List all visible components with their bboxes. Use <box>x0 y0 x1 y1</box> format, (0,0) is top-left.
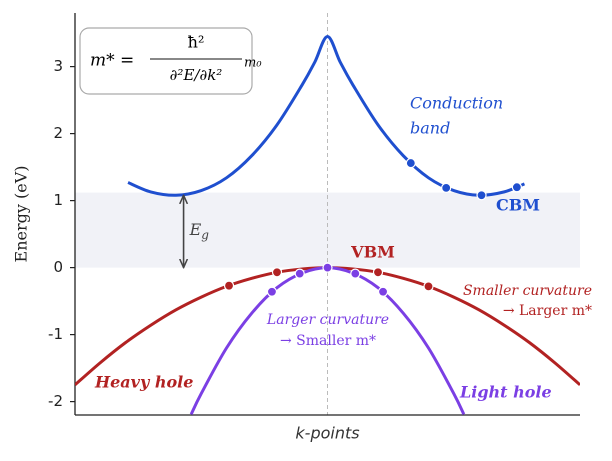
y-tick-label: 1 <box>53 191 63 209</box>
heavy-note: Smaller curvature <box>463 283 592 299</box>
vbm-label: VBM <box>350 243 395 262</box>
y-tick-label: -1 <box>48 325 63 343</box>
light-hole-label: Light hole <box>459 383 552 402</box>
conduction-label: Conduction <box>410 94 503 113</box>
heavy-hole-label: Heavy hole <box>94 373 193 392</box>
heavy-note: → Larger m* <box>503 303 592 319</box>
conduction-label: band <box>410 119 450 138</box>
x-axis-label: k-points <box>295 424 359 443</box>
extremum-marker <box>294 268 305 279</box>
y-axis-label: Energy (eV) <box>12 166 31 263</box>
cbm-label: CBM <box>496 196 540 215</box>
extremum-marker <box>423 281 434 292</box>
formula-lhs: m* = <box>90 51 134 71</box>
extremum-marker <box>322 262 333 273</box>
extremum-marker <box>350 268 361 279</box>
gap-label: Eg <box>189 220 210 242</box>
extremum-marker <box>377 286 389 297</box>
extremum-marker <box>372 267 384 278</box>
y-tick-label: 3 <box>53 57 63 75</box>
extremum-marker <box>266 286 278 297</box>
band-curve <box>127 34 526 197</box>
formula-denominator: ∂²E/∂k² <box>170 66 223 84</box>
extremum-marker <box>405 157 416 169</box>
extremum-marker <box>441 182 452 193</box>
extremum-marker <box>223 280 235 291</box>
y-tick-label: -2 <box>48 392 63 410</box>
extremum-marker <box>476 190 487 201</box>
gap-symbol: E <box>189 220 202 239</box>
formula-factor: m₀ <box>244 56 262 71</box>
y-tick-label: 2 <box>53 124 63 142</box>
formula-box <box>79 27 253 95</box>
extremum-marker <box>511 182 522 193</box>
extremum-marker <box>271 267 283 278</box>
y-tick-label: 0 <box>53 258 63 276</box>
formula-numerator: ħ² <box>188 33 205 52</box>
gap-subscript: g <box>201 228 209 242</box>
light-note: Larger curvature <box>266 312 389 328</box>
light-note: → Smaller m* <box>280 333 376 349</box>
